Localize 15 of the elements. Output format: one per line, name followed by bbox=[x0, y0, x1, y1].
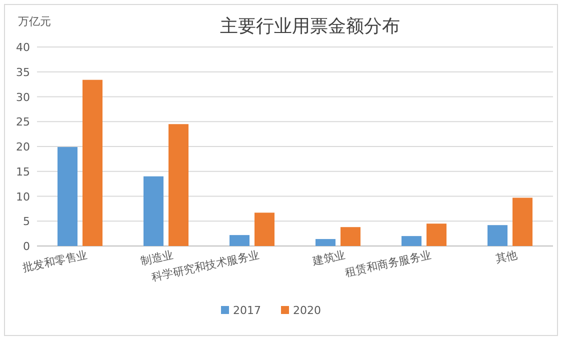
chart-title: 主要行业用票金额分布 bbox=[220, 16, 400, 37]
legend-label: 2017 bbox=[233, 304, 261, 317]
y-tick-label: 35 bbox=[16, 66, 30, 79]
y-axis-title: 万亿元 bbox=[18, 15, 51, 28]
x-tick-label: 制造业 bbox=[140, 248, 175, 268]
legend-label: 2020 bbox=[293, 304, 321, 317]
y-tick-label: 20 bbox=[16, 140, 30, 154]
x-tick-label: 其他 bbox=[494, 248, 519, 266]
y-tick-label: 10 bbox=[16, 190, 30, 204]
y-tick-label: 0 bbox=[23, 240, 30, 253]
y-tick-label: 25 bbox=[16, 116, 30, 129]
y-tick-label: 40 bbox=[16, 41, 30, 54]
y-tick-label: 15 bbox=[16, 165, 30, 178]
y-tick-label: 30 bbox=[16, 90, 30, 104]
y-tick-label: 5 bbox=[23, 215, 30, 228]
